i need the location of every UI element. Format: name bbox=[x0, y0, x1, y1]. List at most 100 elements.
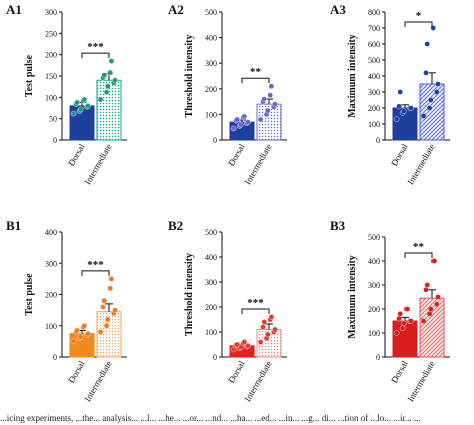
data-point bbox=[78, 106, 84, 113]
data-point bbox=[257, 339, 264, 345]
y-tick-label: 0 bbox=[213, 353, 217, 362]
data-point bbox=[264, 107, 271, 114]
y-tick-label: 400 bbox=[205, 253, 217, 262]
data-point bbox=[81, 322, 88, 329]
panel-label: B2 bbox=[168, 218, 183, 233]
x-category-label: Intermediate bbox=[82, 359, 113, 403]
data-point bbox=[424, 282, 431, 288]
significance-label: *** bbox=[247, 297, 264, 309]
y-tick-label: 600 bbox=[368, 40, 380, 49]
data-point bbox=[396, 103, 402, 110]
data-point bbox=[97, 329, 104, 335]
x-category-label: Intermediate bbox=[405, 142, 436, 186]
y-tick-label: 400 bbox=[368, 72, 380, 81]
data-point bbox=[107, 69, 113, 76]
data-point bbox=[426, 105, 433, 111]
y-tick-label: 500 bbox=[368, 233, 380, 242]
data-point bbox=[431, 258, 438, 264]
data-point bbox=[420, 318, 427, 324]
data-point bbox=[261, 96, 268, 102]
data-point bbox=[400, 108, 407, 114]
x-category-label: Dorsal bbox=[389, 359, 410, 385]
data-point bbox=[272, 101, 278, 107]
y-axis-label: Threshold intensity bbox=[184, 35, 195, 118]
panel-label: A2 bbox=[168, 2, 184, 17]
y-tick-label: 200 bbox=[45, 51, 57, 60]
data-point bbox=[108, 276, 115, 282]
panel-label: B1 bbox=[6, 218, 21, 233]
data-point bbox=[261, 319, 268, 325]
x-category-label: Intermediate bbox=[82, 142, 113, 186]
data-point bbox=[397, 310, 404, 317]
panel-b1: B1 0 100 200 300 400 Test pulse DorsalIntermedi… bbox=[6, 218, 127, 403]
data-point bbox=[103, 89, 110, 96]
data-point bbox=[112, 77, 118, 84]
panel-label: B3 bbox=[330, 218, 346, 233]
y-tick-label: 300 bbox=[205, 278, 217, 287]
y-tick-label: 0 bbox=[53, 353, 57, 362]
panel-label: A1 bbox=[6, 2, 22, 17]
data-point bbox=[408, 105, 414, 111]
data-point bbox=[433, 89, 440, 95]
y-tick-label: 400 bbox=[45, 228, 57, 237]
significance-bracket bbox=[81, 52, 110, 59]
panel-a2: A2 0 100 200 300 400 500 Threshold intensity Dor… bbox=[168, 2, 287, 186]
data-point bbox=[427, 97, 434, 103]
y-tick-label: 200 bbox=[45, 291, 57, 300]
y-tick-label: 100 bbox=[205, 328, 217, 337]
significance-bracket bbox=[81, 270, 110, 276]
data-point bbox=[393, 330, 400, 336]
significance-label: *** bbox=[87, 259, 104, 271]
data-point bbox=[230, 346, 237, 353]
data-point bbox=[101, 72, 107, 78]
y-tick-label: 200 bbox=[205, 85, 217, 94]
x-category-label: Dorsal bbox=[226, 359, 247, 385]
y-tick-label: 300 bbox=[368, 88, 380, 97]
data-point bbox=[100, 304, 106, 310]
data-point bbox=[423, 70, 429, 76]
significance-label: ** bbox=[413, 241, 425, 253]
y-axis-label: Test pulse bbox=[24, 54, 35, 97]
significance-bracket bbox=[404, 252, 433, 258]
data-point bbox=[245, 119, 251, 125]
data-point bbox=[107, 285, 113, 292]
y-tick-label: 200 bbox=[205, 303, 217, 312]
data-point bbox=[393, 116, 400, 122]
data-point bbox=[397, 89, 404, 95]
data-point bbox=[267, 92, 274, 98]
x-category-label: Dorsal bbox=[226, 142, 247, 168]
y-tick-label: 0 bbox=[53, 136, 57, 145]
data-point bbox=[105, 83, 111, 90]
x-category-label: Dorsal bbox=[66, 359, 87, 385]
data-point bbox=[101, 297, 107, 304]
data-point bbox=[85, 103, 91, 109]
y-tick-label: 300 bbox=[205, 59, 217, 68]
panel-a3: A3 0 100 200 300 400 500 600 700 800 Maximum inten… bbox=[330, 2, 450, 186]
data-point bbox=[241, 339, 248, 345]
y-tick-label: 250 bbox=[45, 29, 57, 38]
y-tick-label: 200 bbox=[368, 104, 380, 113]
y-tick-label: 300 bbox=[45, 259, 57, 268]
data-point bbox=[105, 316, 111, 323]
y-tick-label: 500 bbox=[205, 8, 217, 17]
y-tick-label: 100 bbox=[45, 322, 57, 331]
data-point bbox=[112, 307, 118, 313]
bar-intermediate bbox=[419, 83, 445, 141]
y-axis-label: Maximum intensity bbox=[347, 255, 358, 339]
y-tick-label: 500 bbox=[368, 56, 380, 65]
y-tick-label: 0 bbox=[213, 136, 217, 145]
data-point bbox=[268, 83, 275, 90]
significance-label: *** bbox=[87, 41, 104, 53]
x-category-label: Intermediate bbox=[242, 142, 273, 186]
data-point bbox=[423, 286, 429, 293]
data-point bbox=[268, 314, 275, 320]
data-point bbox=[426, 310, 433, 317]
data-point bbox=[435, 294, 441, 300]
data-point bbox=[424, 41, 431, 47]
y-tick-label: 150 bbox=[45, 72, 57, 81]
significance-bracket bbox=[241, 77, 270, 84]
data-point bbox=[237, 121, 244, 128]
data-point bbox=[400, 320, 407, 327]
data-point bbox=[404, 306, 411, 312]
data-point bbox=[70, 338, 77, 345]
